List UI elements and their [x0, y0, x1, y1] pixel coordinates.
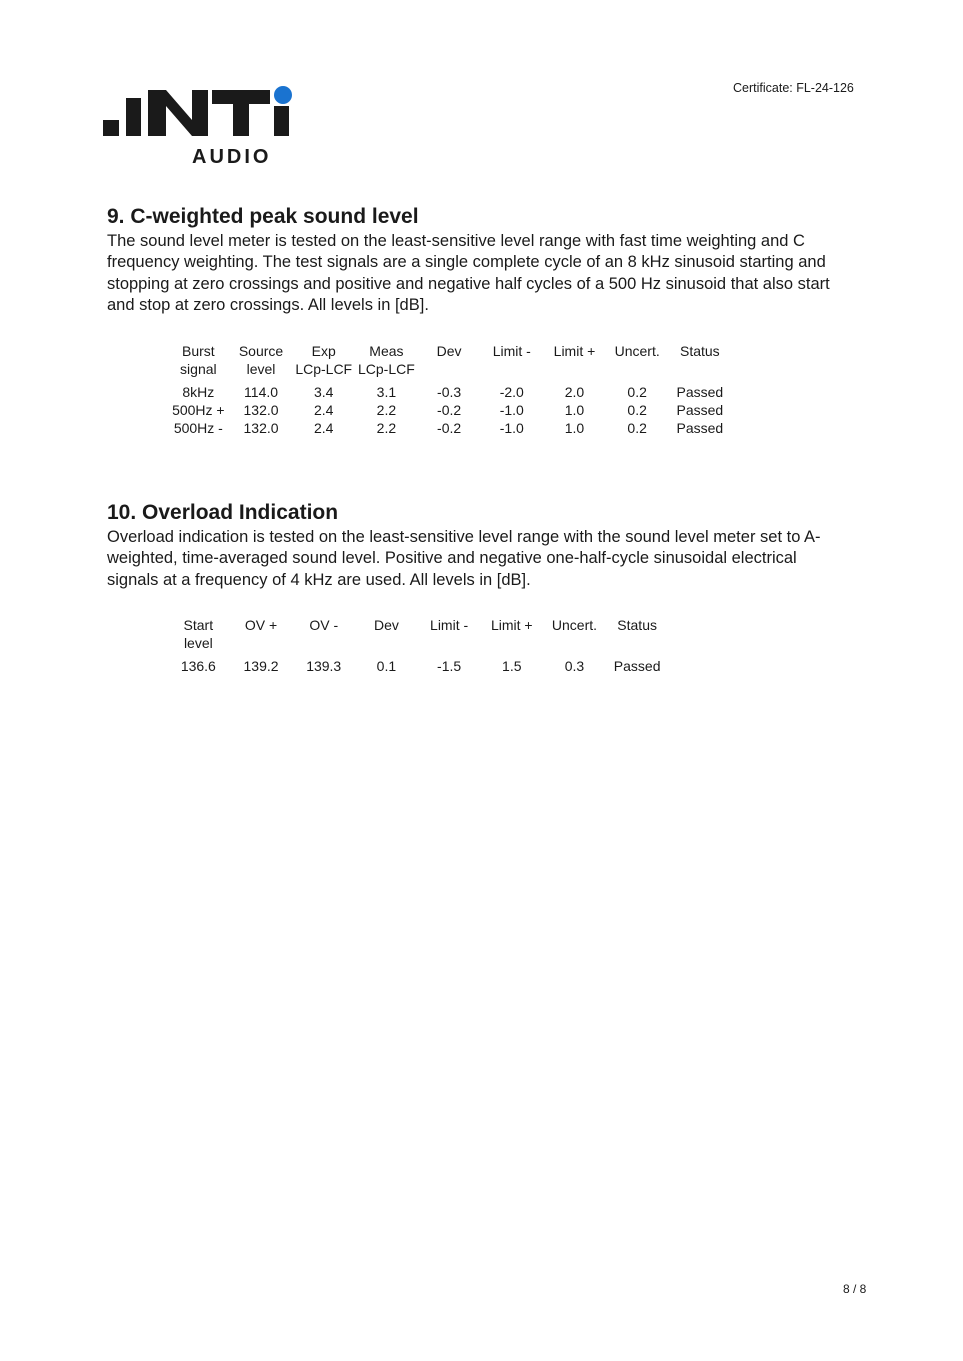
- table-cell: 500Hz +: [172, 402, 225, 418]
- table-cell: -0.2: [437, 402, 462, 418]
- column-header: [543, 360, 606, 378]
- table-cell: 0.1: [376, 658, 397, 674]
- table-cell: -2.0: [499, 384, 524, 400]
- table-cell: 0.2: [627, 384, 647, 400]
- table-cell: 136.6: [180, 658, 216, 674]
- table-cell: 132.0: [243, 420, 279, 436]
- column-header: Limit -: [430, 617, 469, 633]
- table-cell: 8kHz: [182, 384, 215, 400]
- column-header: Limit -: [492, 343, 531, 359]
- column-header: [418, 634, 481, 652]
- section-10-body: Overload indication is tested on the lea…: [107, 528, 821, 589]
- column-header: [543, 634, 606, 652]
- column-header: Meas: [369, 343, 404, 359]
- table-row: 500Hz - 132.0 2.4 2.2 -0.2 -1.0 1.0 0.2 Passed: [167, 419, 731, 437]
- table-row: 500Hz + 132.0 2.4 2.2 -0.2 -1.0 1.0 0.2 Passed: [167, 401, 731, 419]
- column-header: signal: [180, 361, 217, 377]
- table-cell: 3.1: [376, 384, 397, 400]
- section-9-body: The sound level meter is tested on the l…: [107, 232, 830, 314]
- column-header: level: [183, 635, 213, 651]
- column-header: Status: [617, 617, 657, 633]
- table-cell: 1.0: [564, 402, 585, 418]
- column-header: Source: [238, 343, 284, 359]
- column-header: [292, 634, 355, 652]
- column-header: LCp-LCF: [358, 361, 415, 377]
- table-cell: 1.5: [502, 658, 522, 674]
- table-cell: 114.0: [244, 384, 279, 400]
- table-header-row: Burst Source Exp Meas Dev Limit - Limit + Uncer…: [167, 342, 731, 360]
- column-header: [355, 634, 418, 652]
- page-number: 8 / 8: [843, 1282, 867, 1296]
- column-header: Start: [183, 617, 214, 633]
- column-header: [230, 634, 293, 652]
- table-cell: -1.5: [437, 658, 462, 674]
- column-header: Limit +: [553, 343, 596, 359]
- table-cell: 2.0: [564, 384, 585, 400]
- overload-table: Start OV + OV - Dev Limit - Limit + Uncert. Sta…: [167, 616, 669, 675]
- column-header: Limit +: [490, 617, 533, 633]
- table-header-row: Start OV + OV - Dev Limit - Limit + Uncert. Sta…: [167, 616, 669, 634]
- column-header: OV -: [309, 617, 339, 633]
- svg-text:AUDIO: AUDIO: [192, 146, 271, 168]
- column-header: Uncert.: [551, 617, 598, 633]
- section-10-title: 10. Overload Indication: [107, 501, 339, 524]
- column-header: [669, 360, 732, 378]
- certificate-number: Certificate: FL-24-126: [733, 81, 854, 95]
- table-cell: -0.2: [437, 420, 462, 436]
- column-header: [480, 360, 543, 378]
- table-cell: Passed: [676, 384, 724, 400]
- table-cell: 2.4: [313, 402, 334, 418]
- table-header-row: level: [167, 634, 669, 652]
- table-cell: 0.3: [564, 658, 585, 674]
- column-header: Exp: [311, 343, 336, 359]
- column-header: LCp-LCF: [295, 361, 353, 377]
- column-header: Dev: [373, 617, 399, 633]
- table-header-row: signal level LCp-LCF LCp-LCF: [167, 360, 731, 378]
- column-header: Dev: [436, 343, 462, 359]
- nti-audio-logo: AUDIO: [103, 86, 292, 168]
- column-header: [606, 360, 669, 378]
- table-cell: 1.0: [564, 420, 585, 436]
- column-header: Uncert.: [614, 343, 660, 359]
- column-header: [480, 634, 543, 652]
- table-cell: -1.0: [499, 420, 524, 436]
- table-cell: Passed: [676, 402, 724, 418]
- column-header: Status: [679, 343, 720, 359]
- table-row: 8kHz 114.0 3.4 3.1 -0.3 -2.0 2.0 0.2 Passed: [167, 383, 731, 401]
- table-cell: 2.2: [376, 420, 397, 436]
- table-cell: 2.4: [313, 420, 334, 436]
- table-cell: 132.0: [243, 402, 279, 418]
- column-header: OV +: [244, 617, 278, 633]
- table-cell: -0.3: [437, 384, 462, 400]
- table-cell: Passed: [613, 658, 661, 674]
- table-cell: 0.2: [627, 402, 647, 418]
- table-cell: -1.0: [499, 402, 524, 418]
- column-header: Burst: [182, 343, 215, 359]
- table-cell: Passed: [676, 420, 724, 436]
- peak-level-table: Burst Source Exp Meas Dev Limit - Limit + Uncer…: [167, 342, 731, 437]
- column-header: level: [246, 361, 276, 377]
- table-cell: 500Hz -: [173, 420, 223, 436]
- column-header: [606, 634, 669, 652]
- column-header: [418, 360, 481, 378]
- table-row: 136.6 139.2 139.3 0.1 -1.5 1.5 0.3 Passed: [167, 657, 669, 675]
- section-9-title: 9. C-weighted peak sound level: [107, 205, 419, 228]
- table-cell: 139.3: [306, 658, 342, 674]
- table-cell: 3.4: [313, 384, 334, 400]
- table-cell: 139.2: [243, 658, 279, 674]
- table-cell: 0.2: [627, 420, 647, 436]
- table-cell: 2.2: [376, 402, 397, 418]
